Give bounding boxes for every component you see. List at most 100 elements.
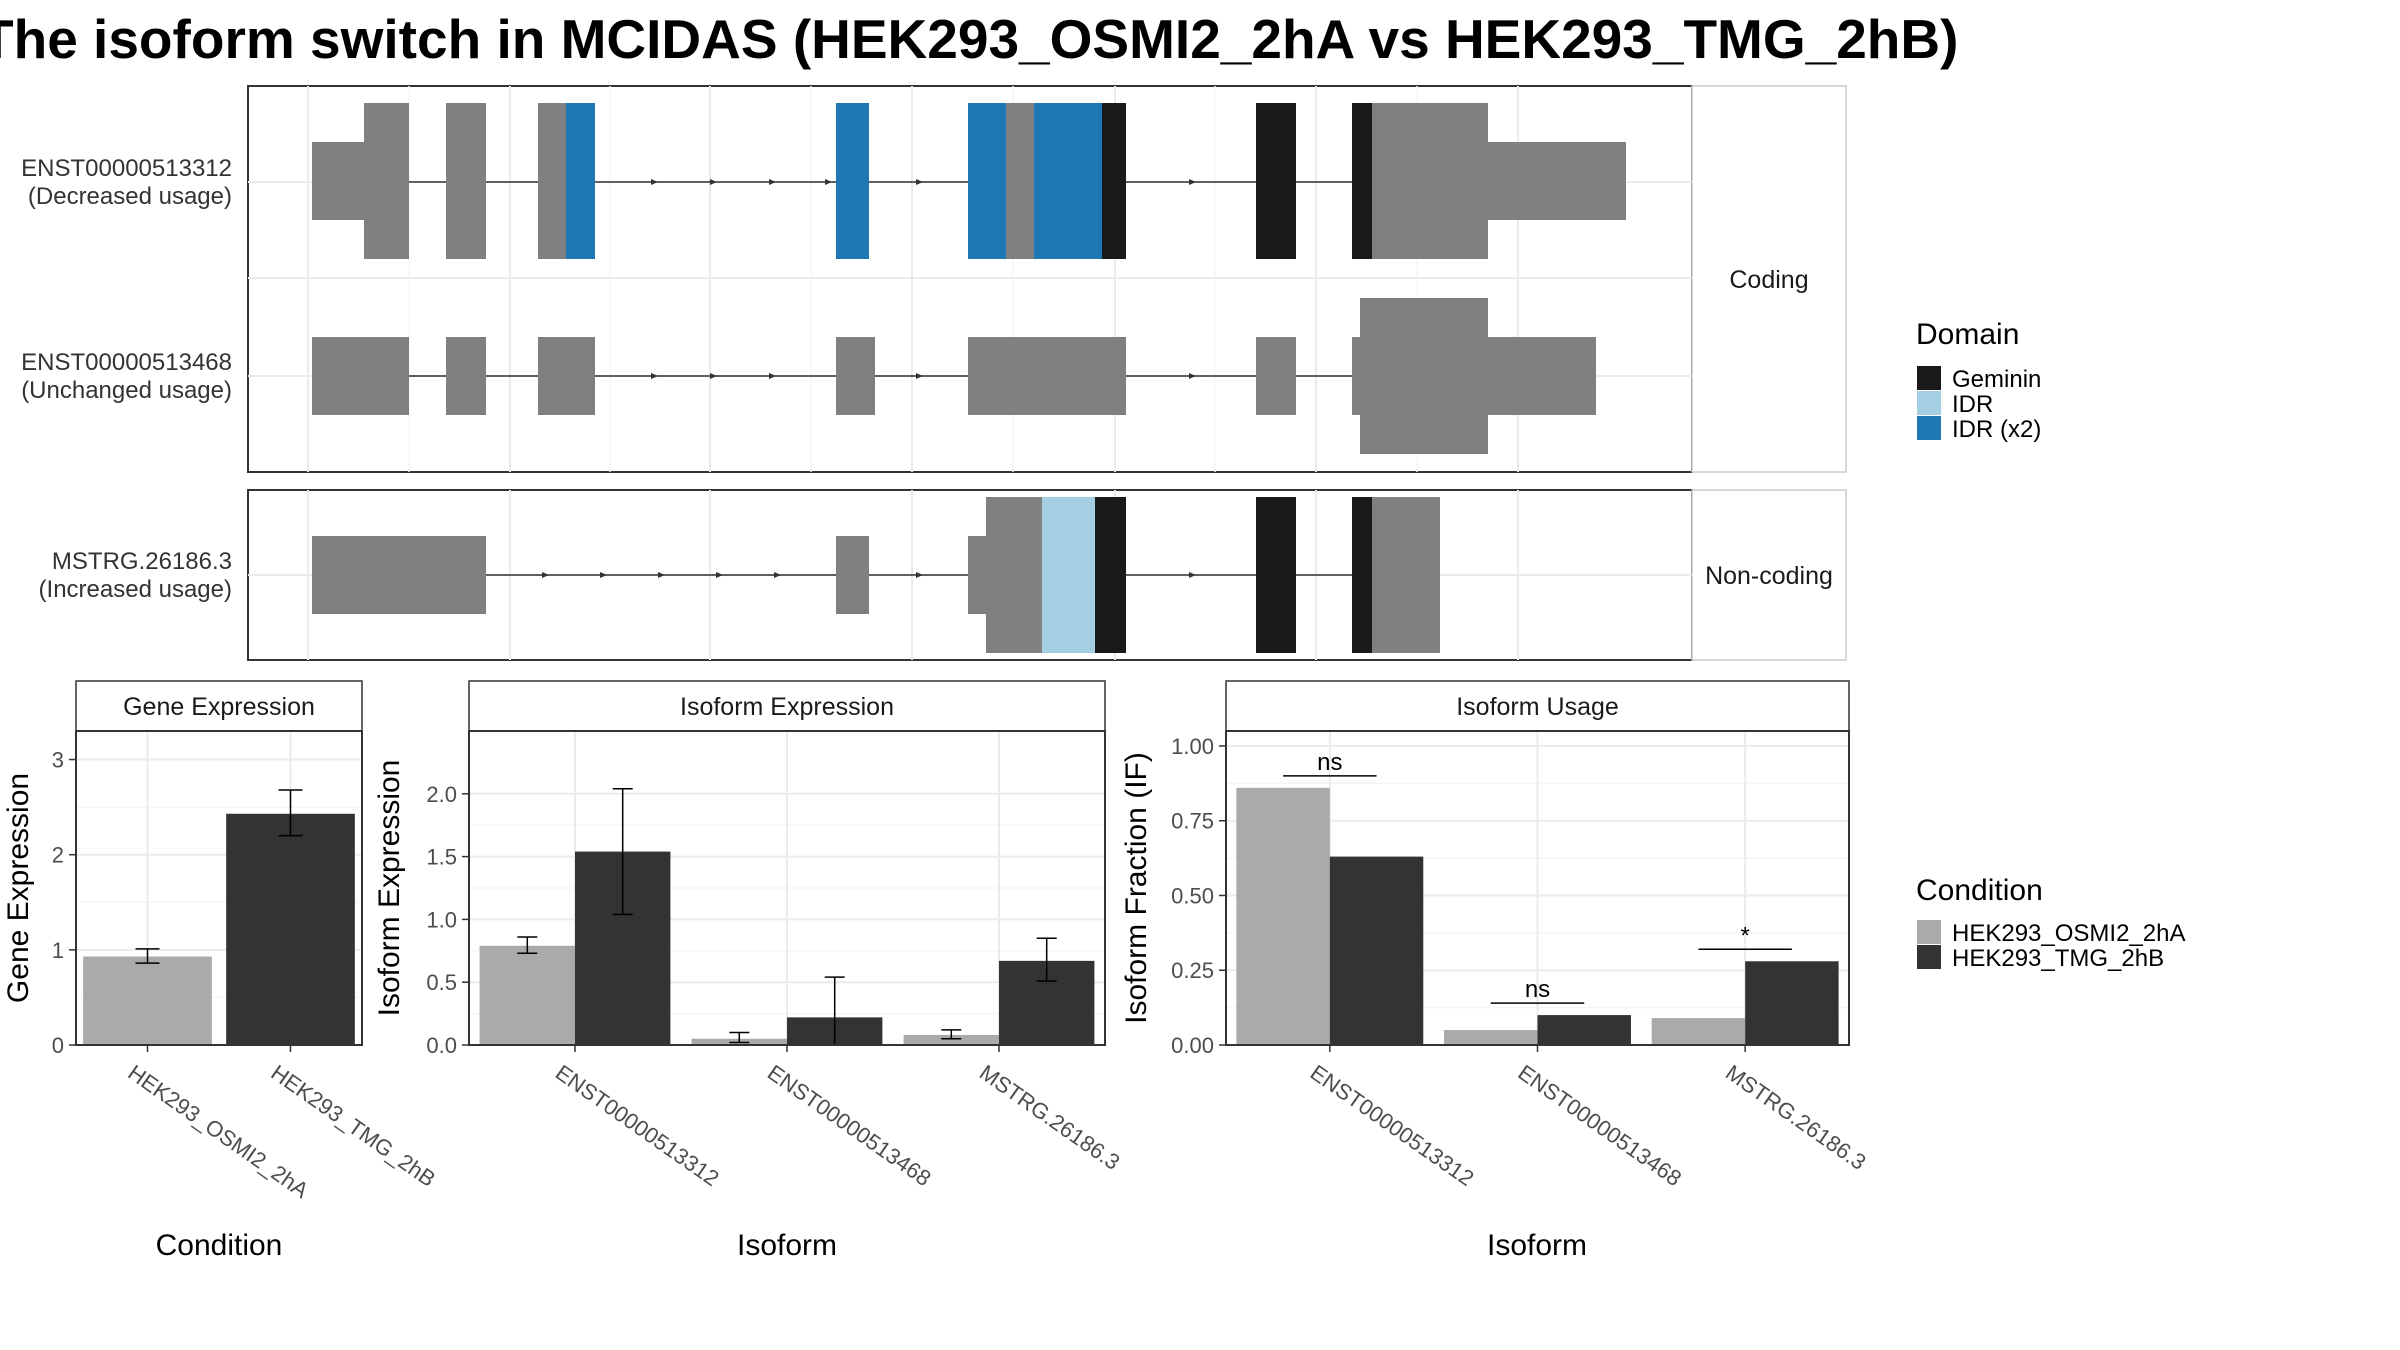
- domain-geminin: [1102, 103, 1126, 259]
- utr-exon: [1488, 142, 1626, 220]
- transcript-enst00000513312: [312, 103, 1626, 259]
- x-tick-label: MSTRG.26186.3: [1721, 1060, 1871, 1175]
- y-tick-label: 0.25: [1171, 958, 1214, 983]
- bar: [903, 1034, 999, 1045]
- y-axis-title: Isoform Expression: [373, 760, 406, 1017]
- y-tick-label: 0: [52, 1033, 64, 1058]
- intron-arrows: [651, 373, 1196, 379]
- bar: [83, 956, 212, 1045]
- bar: [1329, 856, 1424, 1045]
- bar: [1745, 961, 1839, 1045]
- chart-title: Isoform Usage: [1456, 693, 1619, 721]
- significance-label: *: [1740, 922, 1749, 949]
- chart-strip: [468, 680, 1106, 732]
- exon: [986, 497, 1042, 653]
- exon: [836, 337, 875, 415]
- legend-label-idr: IDR: [1952, 391, 1993, 418]
- isoform-3-name: MSTRG.26186.3: [52, 548, 232, 575]
- noncoding-strip: [1691, 489, 1847, 661]
- domain-geminin: [1352, 103, 1372, 259]
- exon: [1352, 337, 1360, 415]
- chart-strip: [75, 680, 363, 732]
- exon: [312, 536, 486, 614]
- legend-swatch-idr: [1917, 391, 1941, 415]
- bar-charts: Gene Expression0123HEK293_OSMI2_2hAHEK29…: [2, 680, 1871, 1262]
- x-tick-label: ENST00000513312: [1306, 1060, 1479, 1191]
- domain-idr-x2: [968, 103, 1006, 259]
- y-tick-label: 3: [52, 748, 64, 773]
- domain-geminin: [1256, 497, 1296, 653]
- y-tick-label: 2.0: [426, 782, 457, 807]
- coding-strip-label: Coding: [1729, 266, 1808, 294]
- intron-arrows: [651, 179, 1196, 185]
- bar: [1444, 1030, 1538, 1045]
- y-tick-label: 0.75: [1171, 809, 1214, 834]
- x-tick-label: MSTRG.26186.3: [975, 1060, 1125, 1175]
- domain-idr-x2: [1034, 103, 1102, 259]
- isoform-3-usage: (Increased usage): [39, 576, 232, 603]
- isoform-2-usage: (Unchanged usage): [21, 377, 232, 404]
- intron-arrows: [542, 572, 1196, 578]
- y-tick-label: 0.5: [426, 970, 457, 995]
- x-axis-title: Isoform: [1487, 1229, 1587, 1262]
- significance-label: ns: [1525, 976, 1550, 1003]
- y-axis-title: Isoform Fraction (IF): [1120, 752, 1153, 1024]
- bar: [479, 945, 575, 1045]
- condition-legend-title: Condition: [1916, 874, 2043, 907]
- domain-geminin: [1256, 103, 1296, 259]
- domain-legend: Domain Geminin IDR IDR (x2): [1916, 318, 2041, 443]
- transcript-enst00000513468: [312, 298, 1596, 454]
- transcript-mstrg-26186-3: [312, 497, 1440, 653]
- legend-label-geminin: Geminin: [1952, 366, 2041, 393]
- figure-title: The isoform switch in MCIDAS (HEK293_OSM…: [0, 8, 1958, 70]
- bar: [1537, 1015, 1631, 1045]
- x-tick-label: ENST00000513312: [551, 1060, 724, 1191]
- x-tick-label: ENST00000513468: [1513, 1060, 1686, 1191]
- chart-title: Isoform Expression: [680, 693, 894, 721]
- isoform-2-name: ENST00000513468: [21, 349, 232, 376]
- y-tick-label: 1.00: [1171, 734, 1214, 759]
- domain-geminin: [1095, 497, 1126, 653]
- utr-exon: [1488, 337, 1596, 415]
- y-tick-label: 2: [52, 843, 64, 868]
- exon: [538, 103, 566, 259]
- y-axis-title: Gene Expression: [2, 773, 35, 1003]
- legend-label-idr-x2: IDR (x2): [1952, 416, 2041, 443]
- exon: [1006, 103, 1034, 259]
- legend-swatch-idr-x2: [1917, 416, 1941, 440]
- y-tick-label: 1.0: [426, 907, 457, 932]
- chart-title: Gene Expression: [123, 693, 315, 721]
- y-tick-label: 0.50: [1171, 883, 1214, 908]
- condition-legend: Condition HEK293_OSMI2_2hA HEK293_TMG_2h…: [1916, 874, 2185, 972]
- domain-legend-title: Domain: [1916, 318, 2019, 351]
- exon: [1360, 298, 1488, 454]
- bar: [1236, 787, 1330, 1045]
- isoform-labels: ENST00000513312 (Decreased usage) ENST00…: [21, 155, 232, 603]
- chart-gene-expression: Gene Expression0123HEK293_OSMI2_2hAHEK29…: [2, 680, 440, 1262]
- utr-exon: [968, 536, 986, 614]
- exon: [446, 337, 486, 415]
- bar: [1651, 1018, 1746, 1045]
- plot-border: [75, 730, 363, 1046]
- exon: [446, 103, 486, 259]
- noncoding-strip-label: Non-coding: [1705, 562, 1833, 590]
- legend-swatch-osmi2: [1917, 920, 1941, 944]
- exon: [312, 337, 409, 415]
- exon: [1372, 497, 1440, 653]
- y-tick-label: 1.5: [426, 845, 457, 870]
- domain-idr-x2: [836, 103, 869, 259]
- bar: [226, 813, 355, 1045]
- significance-label: ns: [1317, 749, 1342, 776]
- exon: [1372, 103, 1488, 259]
- coding-strip: [1691, 85, 1847, 473]
- chart-strip: [1225, 680, 1850, 732]
- exon: [538, 337, 595, 415]
- exon: [1256, 337, 1296, 415]
- exon: [364, 103, 409, 259]
- y-tick-label: 0.0: [426, 1033, 457, 1058]
- domain-idr: [1042, 497, 1095, 653]
- legend-swatch-tmg: [1917, 945, 1941, 969]
- legend-label-osmi2: HEK293_OSMI2_2hA: [1952, 920, 2185, 947]
- isoform-1-name: ENST00000513312: [21, 155, 232, 182]
